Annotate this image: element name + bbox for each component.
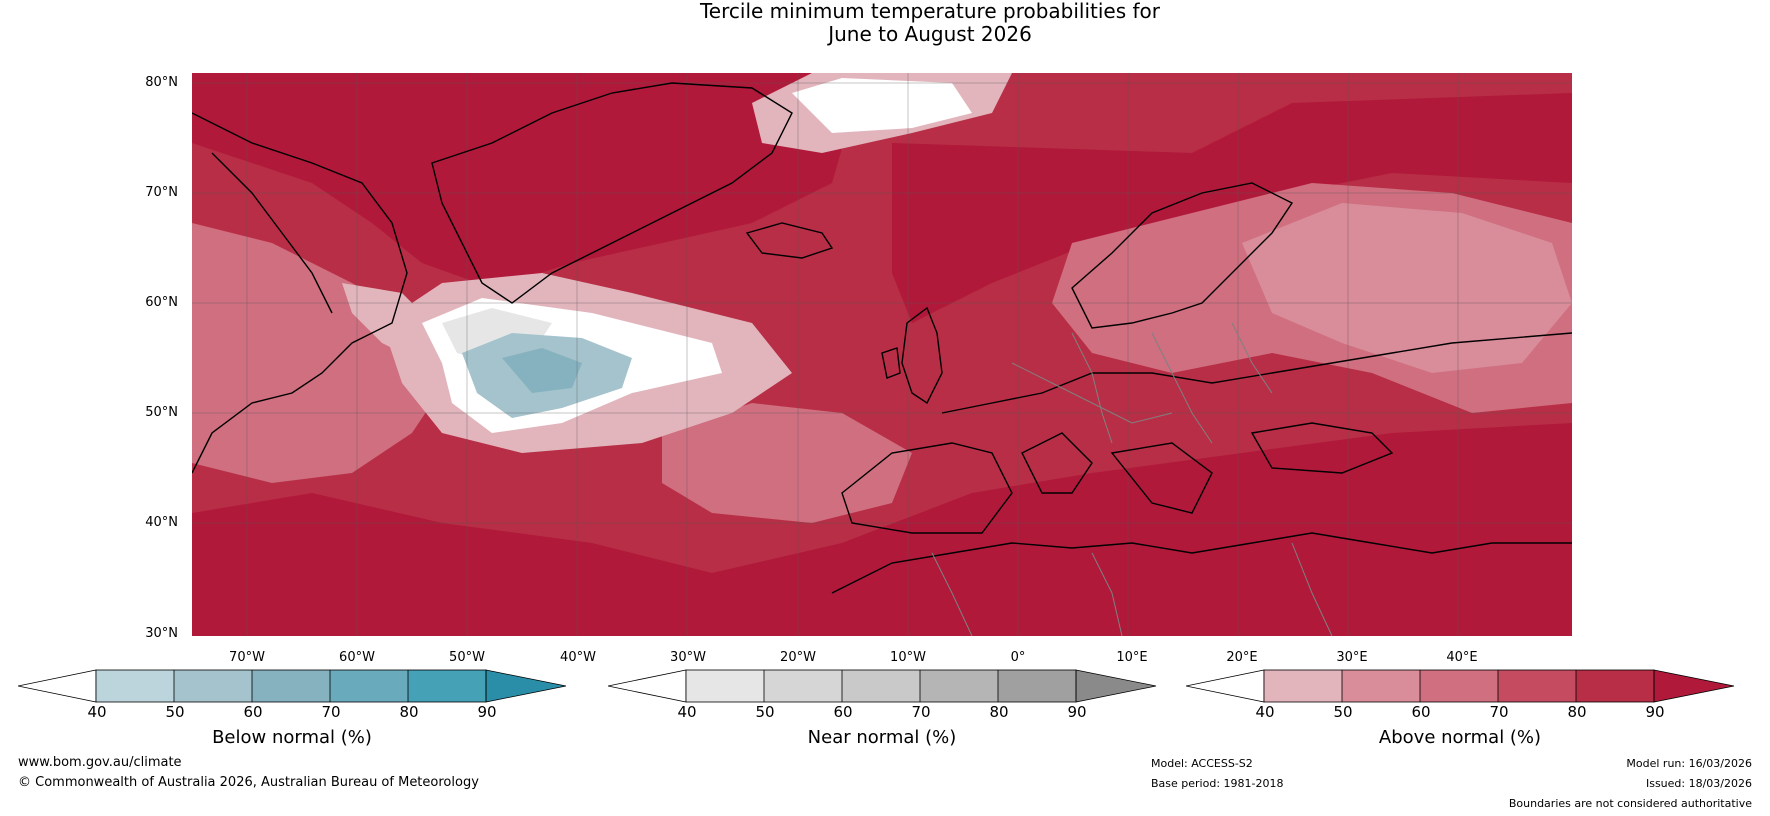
footer-model: Model: ACCESS-S2 [1151, 757, 1253, 770]
map-region-above-90-central [892, 93, 1572, 323]
footer-base-period: Base period: 1981-2018 [1151, 777, 1284, 790]
colorbar-below-tick-80: 80 [399, 703, 419, 721]
colorbar-near-tick-40: 40 [677, 703, 697, 721]
lon-label-60w: 60°W [339, 650, 375, 665]
footer-issued: Issued: 18/03/2026 [1645, 777, 1752, 790]
colorbar-near [608, 669, 1157, 703]
colorbar-near-bin-2 [764, 670, 842, 702]
colorbar-above-bin-3 [1420, 670, 1498, 702]
colorbar-above-label: Above normal (%) [1378, 727, 1542, 748]
colorbar-below-bin-3 [252, 670, 330, 702]
map-region-above-60-west [192, 223, 452, 483]
probability-map [192, 73, 1572, 636]
map-region-above-50-scandinavia [1242, 203, 1572, 373]
map-region-below-normal-60-atlantic [502, 348, 582, 393]
footer-model-run: Model run: 16/03/2026 [1626, 757, 1752, 770]
title-line-2: June to August 2026 [828, 22, 1032, 46]
country-borders [931, 322, 1333, 636]
colorbar-below-bin-5 [408, 670, 486, 702]
map-region-above-90-south [192, 423, 1572, 636]
colorbar-above-tick-90: 90 [1645, 703, 1665, 721]
colorbar-near-tick-50: 50 [755, 703, 775, 721]
colorbar-below-lower-extend [18, 669, 97, 703]
colorbar-below-tick-70: 70 [321, 703, 341, 721]
colorbar-above-tick-40: 40 [1255, 703, 1275, 721]
colorbar-near-tick-90: 90 [1067, 703, 1087, 721]
lon-label-50w: 50°W [449, 650, 485, 665]
lat-label-70n: 70°N [145, 185, 178, 200]
colorbar-below-tick-50: 50 [165, 703, 185, 721]
colorbar-near-lower-extend [608, 669, 687, 703]
lon-label-40e: 40°E [1446, 650, 1478, 665]
lon-label-0: 0° [1010, 650, 1026, 665]
colorbar-above-tick-60: 60 [1411, 703, 1431, 721]
coastlines [192, 82, 1572, 594]
graticule [192, 73, 1572, 636]
colorbar-near-tick-70: 70 [911, 703, 931, 721]
footer-copyright: © Commonwealth of Australia 2026, Austra… [18, 775, 479, 790]
colorbar-below-upper-extend [486, 670, 566, 702]
colorbar-below-tick-90: 90 [477, 703, 497, 721]
lat-label-40n: 40°N [145, 515, 178, 530]
colorbar-below [18, 669, 567, 703]
map-svg [192, 73, 1572, 636]
lat-label-60n: 60°N [145, 295, 178, 310]
colorbar-near-tick-60: 60 [833, 703, 853, 721]
map-region-near-normal-40-arctic [792, 78, 972, 133]
lat-label-30n: 30°N [145, 626, 178, 641]
lon-label-20w: 20°W [780, 650, 816, 665]
colorbar-near-bin-1 [686, 670, 764, 702]
colorbar-above-bin-2 [1342, 670, 1420, 702]
colorbar-above-lower-extend [1186, 669, 1265, 703]
colorbar-below-bin-1 [96, 670, 174, 702]
colorbar-above [1186, 669, 1735, 703]
lon-label-20e: 20°E [1226, 650, 1258, 665]
footer-website-link[interactable]: www.bom.gov.au/climate [18, 755, 182, 770]
colorbar-above-bin-4 [1498, 670, 1576, 702]
colorbar-near-label: Near normal (%) [807, 727, 957, 748]
lon-label-30e: 30°E [1336, 650, 1368, 665]
colorbar-above-tick-50: 50 [1333, 703, 1353, 721]
lon-label-10e: 10°E [1116, 650, 1148, 665]
lon-label-30w: 30°W [670, 650, 706, 665]
colorbar-near-upper-extend [1076, 670, 1156, 702]
colorbar-below-tick-60: 60 [243, 703, 263, 721]
colorbar-below-label: Below normal (%) [212, 727, 372, 748]
colorbar-near-bin-5 [998, 670, 1076, 702]
colorbar-below-tick-40: 40 [87, 703, 107, 721]
lon-label-70w: 70°W [229, 650, 265, 665]
lon-label-40w: 40°W [560, 650, 596, 665]
colorbar-below-bin-4 [330, 670, 408, 702]
colorbar-above-tick-70: 70 [1489, 703, 1509, 721]
title-line-1: Tercile minimum temperature probabilitie… [699, 0, 1161, 23]
colorbar-below-bin-2 [174, 670, 252, 702]
chart-title: Tercile minimum temperature probabilitie… [0, 0, 1770, 46]
colorbar-near-bin-3 [842, 670, 920, 702]
map-region-above-60-atlantic [662, 403, 912, 523]
colorbar-near-bin-4 [920, 670, 998, 702]
lon-label-10w: 10°W [890, 650, 926, 665]
map-region-above-90-north [192, 73, 852, 288]
colorbar-above-upper-extend [1654, 670, 1734, 702]
colorbar-above-tick-80: 80 [1567, 703, 1587, 721]
colorbar-above-bin-5 [1576, 670, 1654, 702]
footer-disclaimer: Boundaries are not considered authoritat… [1508, 797, 1752, 810]
colorbar-above-bin-1 [1264, 670, 1342, 702]
lat-label-50n: 50°N [145, 405, 178, 420]
colorbar-near-tick-80: 80 [989, 703, 1009, 721]
lat-label-80n: 80°N [145, 75, 178, 90]
